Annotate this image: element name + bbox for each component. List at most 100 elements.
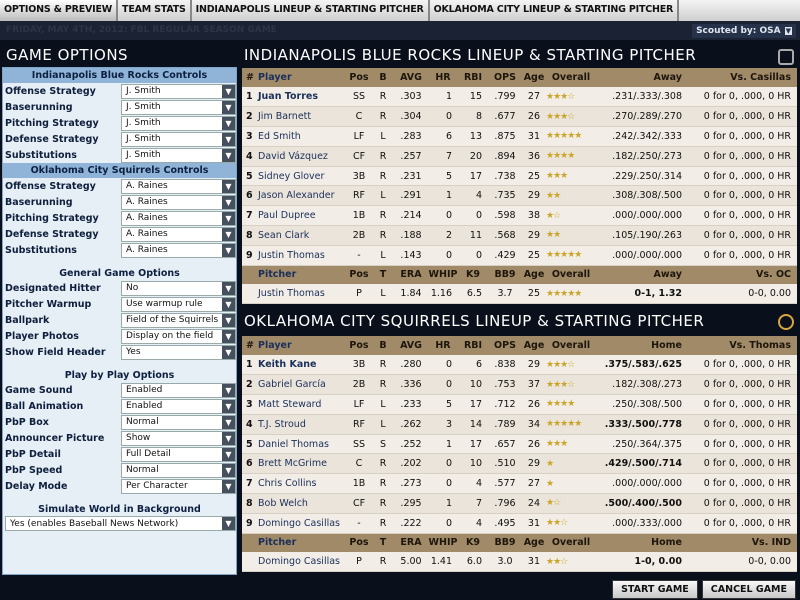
player-row[interactable]: 3 Ed Smith LF L .283 6 13.875 31 ★★★★★ .242/.342/…	[242, 126, 797, 147]
column-header[interactable]	[242, 265, 258, 285]
player-name-link[interactable]: Keith Kane	[258, 355, 346, 376]
player-row[interactable]: 7 Paul Dupree 1B R .214 0 0.598 38 ★☆ .000/.000/.…	[242, 205, 797, 227]
player-row[interactable]: 1 Juan Torres SS R .303 1 15.799 27 ★★★☆ .231/.33…	[242, 87, 797, 108]
option-dropdown[interactable]: Enabled ▼	[121, 382, 236, 398]
column-header[interactable]: Overall	[546, 533, 596, 553]
player-name-link[interactable]: Ed Smith	[258, 126, 346, 147]
option-dropdown[interactable]: J. Smith ▼	[121, 99, 236, 115]
player-name-link[interactable]: Jim Barnett	[258, 106, 346, 128]
player-name-link[interactable]: Paul Dupree	[258, 205, 346, 227]
option-dropdown[interactable]: A. Raines ▼	[121, 242, 236, 258]
column-header[interactable]: OPS	[488, 336, 522, 355]
player-row[interactable]: 4 T.J. Stroud RF L .262 3 14.789 34 ★★★★★ .333/.5…	[242, 414, 797, 435]
column-header[interactable]: WHIP	[428, 533, 458, 553]
player-name-link[interactable]: Domingo Casillas	[258, 513, 346, 534]
column-header[interactable]: Pitcher	[258, 265, 346, 285]
column-header[interactable]: Age	[522, 265, 546, 285]
player-row[interactable]: 9 Domingo Casillas - R .222 0 4.495 31 ★★☆ .000/.…	[242, 513, 797, 534]
column-header[interactable]: RBI	[458, 68, 488, 87]
column-header[interactable]: Pos	[346, 68, 372, 87]
column-header[interactable]: Away	[596, 265, 688, 285]
player-name-link[interactable]: Gabriel García	[258, 374, 346, 396]
player-row[interactable]: 9 Justin Thomas - L .143 0 0.429 25 ★★★★★ .000/.0…	[242, 245, 797, 266]
option-dropdown[interactable]: Use warmup rule ▼	[121, 296, 236, 312]
column-header[interactable]: B	[372, 68, 394, 87]
column-header[interactable]: Age	[522, 336, 546, 355]
pitcher-row[interactable]: Justin Thomas P L 1.84 1.16 6.5 3.7 25 ★★★★★ 0-1,…	[242, 284, 797, 305]
column-header[interactable]: #	[242, 336, 258, 355]
start-game-button[interactable]: START GAME	[612, 580, 698, 599]
player-name-link[interactable]: Sean Clark	[258, 225, 346, 246]
player-name-link[interactable]: Sidney Glover	[258, 166, 346, 187]
tab-indianapolis-lineup[interactable]: INDIANAPOLIS LINEUP & STARTING PITCHER	[192, 0, 430, 21]
player-name-link[interactable]: Chris Collins	[258, 473, 346, 495]
column-header[interactable]: Age	[522, 68, 546, 87]
column-header[interactable]: Vs. OC	[688, 265, 797, 285]
column-header[interactable]: K9	[458, 533, 488, 553]
option-dropdown[interactable]: A. Raines ▼	[121, 226, 236, 242]
player-row[interactable]: 6 Brett McGrime C R .202 0 10.510 29 ★ .429/.500/…	[242, 453, 797, 475]
column-header[interactable]: HR	[428, 336, 458, 355]
option-dropdown[interactable]: Enabled ▼	[121, 398, 236, 414]
player-name-link[interactable]: Matt Steward	[258, 394, 346, 415]
option-dropdown[interactable]: J. Smith ▼	[121, 131, 236, 147]
player-row[interactable]: 5 Daniel Thomas SS S .252 1 17.657 26 ★★★ .250/.3…	[242, 434, 797, 455]
player-name-link[interactable]: Justin Thomas	[258, 284, 346, 305]
column-header[interactable]: Overall	[546, 68, 596, 87]
column-header[interactable]: B	[372, 336, 394, 355]
scouted-by-dropdown[interactable]: Scouted by: OSA ▼	[692, 24, 796, 38]
column-header[interactable]: Player	[258, 68, 346, 87]
player-name-link[interactable]: Brett McGrime	[258, 453, 346, 475]
player-name-link[interactable]: Juan Torres	[258, 87, 346, 108]
option-dropdown[interactable]: No ▼	[121, 280, 236, 296]
column-header[interactable]: Pos	[346, 336, 372, 355]
option-dropdown[interactable]: Normal ▼	[121, 462, 236, 478]
player-row[interactable]: 2 Gabriel García 2B R .336 0 10.753 37 ★★★☆ .182/…	[242, 374, 797, 396]
column-header[interactable]: Overall	[546, 265, 596, 285]
option-dropdown[interactable]: Show ▼	[121, 430, 236, 446]
player-row[interactable]: 7 Chris Collins 1B R .273 0 4.577 27 ★ .000/.000/…	[242, 473, 797, 495]
cancel-game-button[interactable]: CANCEL GAME	[701, 580, 796, 599]
column-header[interactable]: Vs. Thomas	[688, 336, 797, 355]
column-header[interactable]: OPS	[488, 68, 522, 87]
player-name-link[interactable]: T.J. Stroud	[258, 414, 346, 435]
column-header[interactable]: Vs. Casillas	[688, 68, 797, 87]
column-header[interactable]: K9	[458, 265, 488, 285]
column-header[interactable]: AVG	[394, 68, 428, 87]
column-header[interactable]: AVG	[394, 336, 428, 355]
column-header[interactable]: Vs. IND	[688, 533, 797, 553]
player-name-link[interactable]: Domingo Casillas	[258, 552, 346, 573]
column-header[interactable]: T	[372, 265, 394, 285]
simulate-world-dropdown[interactable]: Yes (enables Baseball News Network) ▼	[5, 516, 236, 531]
tab-team-stats[interactable]: TEAM STATS	[118, 0, 192, 21]
option-dropdown[interactable]: J. Smith ▼	[121, 147, 236, 163]
column-header[interactable]: #	[242, 68, 258, 87]
option-dropdown[interactable]: A. Raines ▼	[121, 194, 236, 210]
column-header[interactable]: WHIP	[428, 265, 458, 285]
option-dropdown[interactable]: J. Smith ▼	[121, 83, 236, 99]
player-row[interactable]: 4 David Vázquez CF R .257 7 20.894 36 ★★★★ .182/.…	[242, 146, 797, 167]
pitcher-row[interactable]: Domingo Casillas P R 5.00 1.41 6.0 3.0 31 ★★☆ 1-0…	[242, 552, 797, 573]
option-dropdown[interactable]: Display on the field ▼	[121, 328, 236, 344]
player-name-link[interactable]: David Vázquez	[258, 146, 346, 167]
column-header[interactable]: BB9	[488, 265, 522, 285]
column-header[interactable]: Away	[596, 68, 688, 87]
column-header[interactable]: Age	[522, 533, 546, 553]
column-header[interactable]: BB9	[488, 533, 522, 553]
column-header[interactable]: Pos	[346, 533, 372, 553]
option-dropdown[interactable]: Per Character ▼	[121, 478, 236, 494]
column-header[interactable]: Pitcher	[258, 533, 346, 553]
column-header[interactable]: RBI	[458, 336, 488, 355]
player-name-link[interactable]: Daniel Thomas	[258, 434, 346, 455]
column-header[interactable]: Home	[596, 533, 688, 553]
column-header[interactable]: Player	[258, 336, 346, 355]
player-row[interactable]: 5 Sidney Glover 3B R .231 5 17.738 25 ★★★ .229/.2…	[242, 166, 797, 187]
column-header[interactable]: HR	[428, 68, 458, 87]
player-row[interactable]: 6 Jason Alexander RF L .291 1 4.735 29 ★★ .308/.3…	[242, 185, 797, 207]
player-row[interactable]: 1 Keith Kane 3B R .280 0 6.838 29 ★★★☆ .375/.583/…	[242, 355, 797, 376]
player-name-link[interactable]: Jason Alexander	[258, 185, 346, 207]
option-dropdown[interactable]: A. Raines ▼	[121, 210, 236, 226]
column-header[interactable]: T	[372, 533, 394, 553]
option-dropdown[interactable]: Full Detail ▼	[121, 446, 236, 462]
player-row[interactable]: 3 Matt Steward LF L .233 5 17.712 26 ★★★★ .250/.3…	[242, 394, 797, 415]
